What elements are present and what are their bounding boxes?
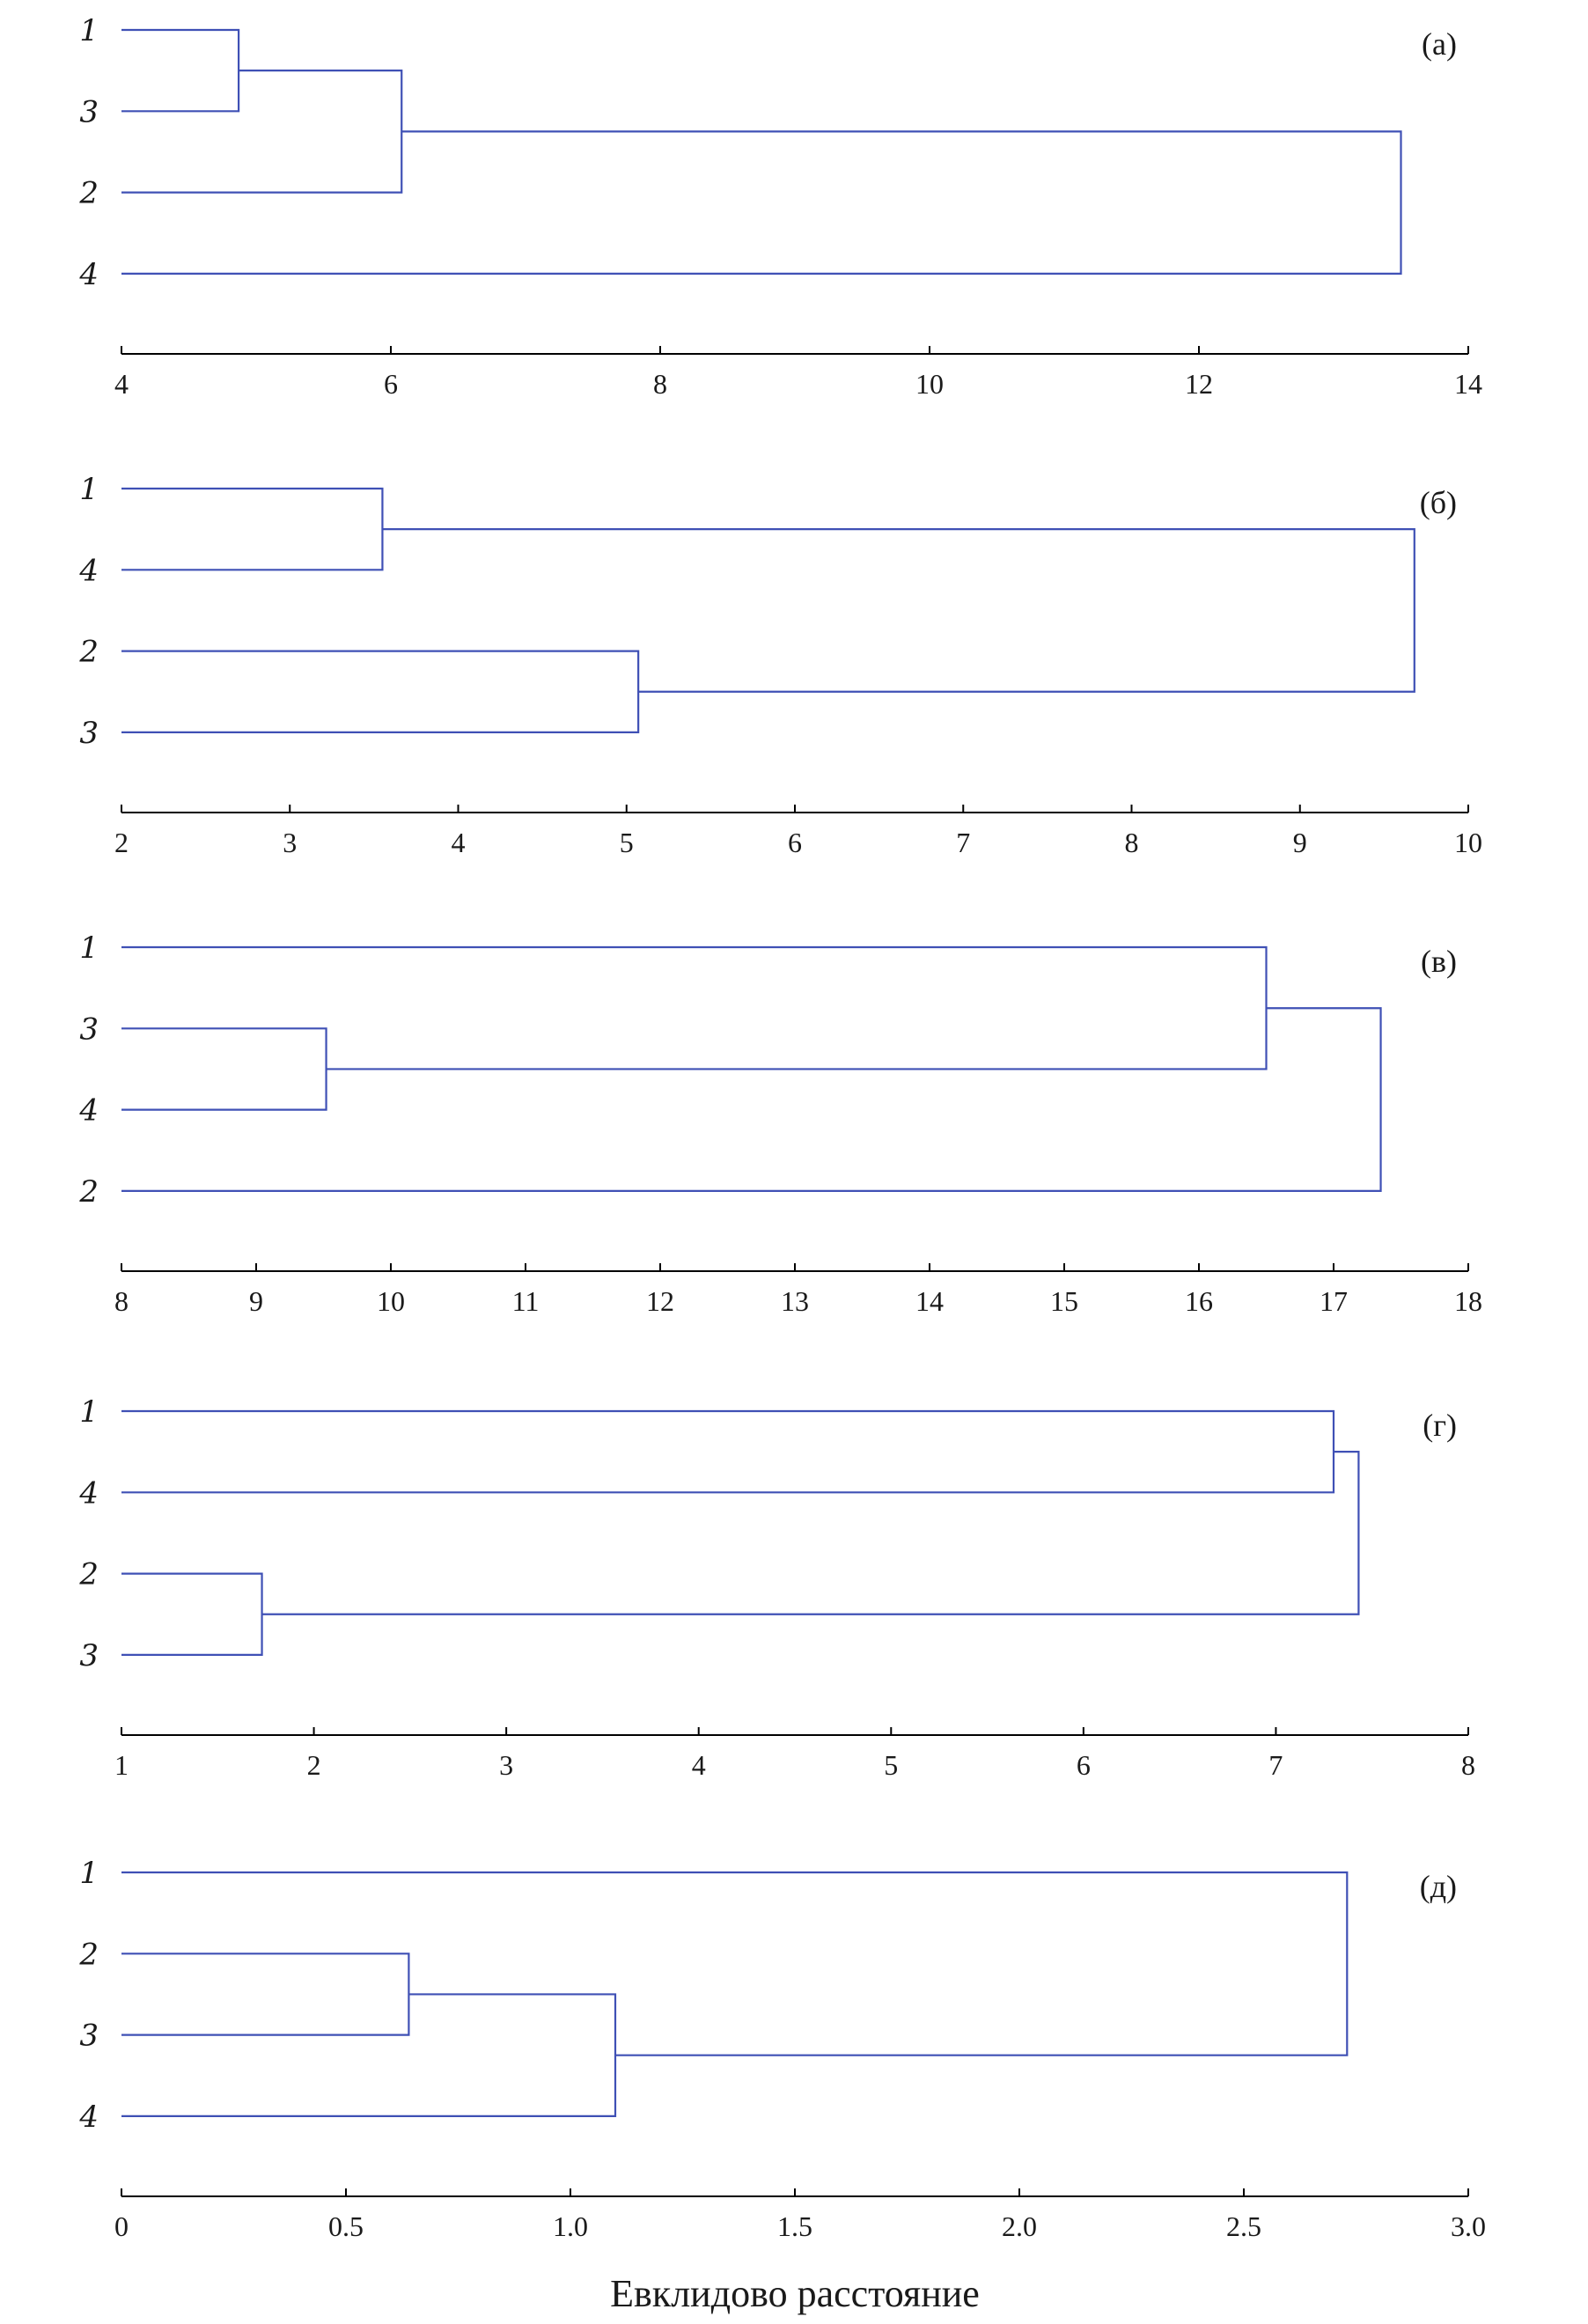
- dendrogram-link: [121, 945, 1268, 1070]
- dendrogram-panel-5: 1 2 3 4 0 0.5 1.0 1.5 2.0 2.5 3.0 (д) Евклидово расс…: [78, 1856, 1486, 2315]
- dendrogram-link: [121, 28, 240, 113]
- x-tick-label: 13: [781, 1285, 809, 1317]
- x-tick-label: 6: [384, 368, 398, 400]
- x-tick-label: 1.5: [777, 2210, 812, 2242]
- x-tick-label: 5: [620, 827, 634, 858]
- dendrogram-panel-2: 1 4 2 3 2 3 4 5 6 7 8 9 10 (б): [78, 472, 1482, 858]
- dendrogram-link: [382, 528, 1415, 693]
- leaf-label: 3: [79, 716, 99, 751]
- dendrogram-link: [121, 487, 384, 571]
- dendrogram-link: [121, 130, 1402, 275]
- x-tick-label: 10: [1454, 827, 1482, 858]
- x-tick-label: 7: [1268, 1749, 1283, 1781]
- leaf-label: 2: [78, 1557, 99, 1592]
- leaf-label: 1: [79, 930, 99, 966]
- x-tick-label: 8: [1125, 827, 1139, 858]
- dendrogram-link: [261, 1451, 1360, 1615]
- x-tick-label: 6: [1077, 1749, 1091, 1781]
- x-tick-label: 9: [1293, 827, 1307, 858]
- dendrogram-link: [121, 1993, 617, 2117]
- dendrogram-link: [121, 1027, 327, 1111]
- dendrogram-link: [121, 1871, 1349, 2056]
- leaf-label: 3: [79, 2019, 99, 2054]
- leaf-label: 2: [78, 1174, 99, 1210]
- dendrogram-panel-1: 1 3 2 4 4 6 8 10 12 14 (а): [78, 13, 1482, 400]
- panel-label: (г): [1423, 1408, 1457, 1443]
- leaf-label: 4: [78, 2100, 99, 2135]
- leaf-label: 3: [79, 94, 99, 129]
- x-tick-label: 3.0: [1451, 2210, 1486, 2242]
- leaf-label: 1: [79, 1856, 99, 1891]
- dendrogram-link: [121, 650, 640, 733]
- x-tick-label: 11: [512, 1285, 540, 1317]
- leaf-label: 4: [78, 257, 99, 292]
- panel-label: (в): [1421, 944, 1457, 979]
- leaf-label: 3: [79, 1011, 99, 1047]
- panel-label: (б): [1420, 485, 1457, 520]
- leaf-label: 2: [78, 1937, 99, 1972]
- x-tick-label: 14: [915, 1285, 944, 1317]
- dendrogram-link: [121, 70, 403, 194]
- dendrogram-link: [121, 1953, 410, 2036]
- x-tick-label: 9: [249, 1285, 263, 1317]
- x-tick-label: 0: [114, 2210, 129, 2242]
- x-tick-label: 8: [653, 368, 667, 400]
- leaf-label: 2: [78, 635, 99, 670]
- x-tick-label: 3: [283, 827, 297, 858]
- x-tick-label: 10: [377, 1285, 405, 1317]
- leaf-label: 2: [78, 176, 99, 211]
- x-tick-label: 17: [1320, 1285, 1348, 1317]
- x-tick-label: 12: [1185, 368, 1213, 400]
- leaf-label: 3: [79, 1638, 99, 1673]
- panel-label: (а): [1422, 26, 1457, 62]
- x-tick-label: 7: [956, 827, 970, 858]
- x-tick-label: 18: [1454, 1285, 1482, 1317]
- leaf-label: 1: [79, 472, 99, 507]
- dendrogram-panel-4: 1 4 2 3 1 2 3 4 5 6 7 8 (г): [78, 1394, 1475, 1781]
- x-tick-label: 4: [452, 827, 466, 858]
- x-tick-label: 14: [1454, 368, 1482, 400]
- x-tick-label: 6: [788, 827, 802, 858]
- x-tick-label: 15: [1050, 1285, 1078, 1317]
- x-tick-label: 1.0: [553, 2210, 588, 2242]
- leaf-label: 1: [79, 1394, 99, 1430]
- x-tick-label: 10: [915, 368, 944, 400]
- x-tick-label: 5: [884, 1749, 898, 1781]
- x-tick-label: 4: [114, 368, 129, 400]
- x-tick-label: 2.5: [1226, 2210, 1261, 2242]
- leaf-label: 1: [79, 13, 99, 48]
- leaf-label: 4: [78, 553, 99, 588]
- x-tick-label: 1: [114, 1749, 129, 1781]
- panel-label: (д): [1420, 1869, 1457, 1904]
- dendrogram-link: [121, 1409, 1335, 1494]
- dendrogram-link: [121, 1007, 1382, 1192]
- leaf-label: 4: [78, 1093, 99, 1129]
- x-tick-label: 8: [1461, 1749, 1475, 1781]
- dendrogram-link: [121, 1572, 263, 1656]
- x-tick-label: 2.0: [1002, 2210, 1037, 2242]
- x-tick-label: 2: [114, 827, 129, 858]
- x-tick-label: 8: [114, 1285, 129, 1317]
- x-tick-label: 0.5: [328, 2210, 364, 2242]
- x-axis-title: Евклидово расстояние: [610, 2272, 980, 2315]
- x-tick-label: 3: [499, 1749, 513, 1781]
- leaf-label: 4: [78, 1475, 99, 1511]
- x-tick-label: 4: [692, 1749, 706, 1781]
- x-tick-label: 12: [646, 1285, 674, 1317]
- x-tick-label: 16: [1185, 1285, 1213, 1317]
- x-tick-label: 2: [307, 1749, 321, 1781]
